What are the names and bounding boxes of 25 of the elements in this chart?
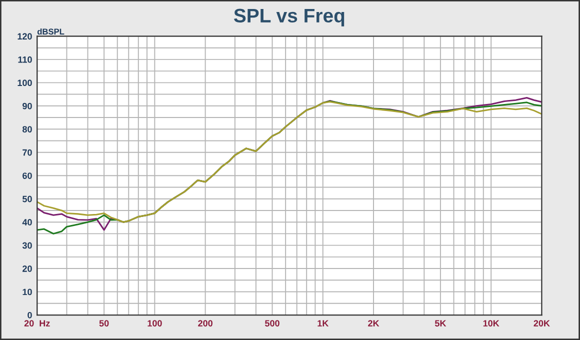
y-tick-label: 110 — [18, 56, 32, 63]
y-tick-label: 100 — [18, 80, 32, 86]
y-axis-title: dBSPL — [37, 28, 64, 35]
y-tick-label: 20 — [22, 266, 32, 272]
x-tick-label: 500 — [265, 320, 280, 326]
chart-title: SPL vs Freq — [234, 8, 344, 26]
y-tick-label: 0 — [28, 312, 32, 318]
x-tick-label: 20 Hz — [24, 320, 50, 326]
x-tick-label: 10K — [483, 320, 500, 326]
x-tick-label: 2K — [368, 320, 380, 326]
y-tick-label: 80 — [22, 126, 32, 133]
y-tick-label: 120 — [18, 33, 32, 40]
x-tick-label: 20K — [534, 320, 550, 326]
x-tick-label: 100 — [148, 320, 162, 326]
y-tick-label: 30 — [22, 242, 32, 249]
x-tick-label: 1K — [318, 320, 329, 326]
x-tick-label: 50 — [99, 320, 109, 326]
y-tick-label: 50 — [22, 196, 32, 202]
x-tick-label: 5K — [434, 320, 446, 326]
y-tick-label: 90 — [22, 102, 32, 110]
y-tick-label: 70 — [22, 149, 32, 156]
y-tick-label: 40 — [22, 219, 32, 226]
y-tick-label: 60 — [22, 172, 32, 179]
x-tick-label: 200 — [198, 320, 212, 326]
y-tick-label: 10 — [22, 288, 32, 296]
